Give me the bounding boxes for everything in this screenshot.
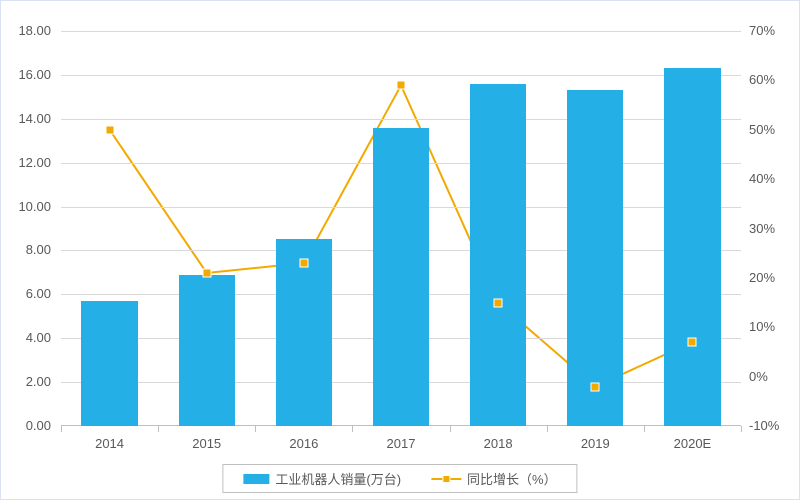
y-left-tick-label: 12.00 [1, 155, 51, 170]
gridline [61, 119, 741, 120]
line-marker [397, 81, 406, 90]
y-right-tick-label: 60% [749, 72, 775, 87]
legend-item-bars: 工业机器人销量(万台) [243, 469, 401, 488]
plot-area [61, 31, 741, 426]
bar [664, 68, 720, 426]
x-tick [158, 426, 159, 432]
x-tick-label: 2018 [484, 436, 513, 451]
legend-bar-swatch [243, 474, 269, 484]
y-right-tick-label: 30% [749, 221, 775, 236]
x-tick [61, 426, 62, 432]
line-marker [105, 125, 114, 134]
y-left-tick-label: 6.00 [1, 286, 51, 301]
line-marker [299, 259, 308, 268]
y-right-tick-label: 20% [749, 270, 775, 285]
y-left-tick-label: 14.00 [1, 111, 51, 126]
y-left-tick-label: 10.00 [1, 199, 51, 214]
x-tick-label: 2014 [95, 436, 124, 451]
chart-container: 工业机器人销量(万台) 同比增长（%） 0.00 2.00 4.00 6.00 8.00… [0, 0, 800, 500]
y-right-tick-label: 50% [749, 122, 775, 137]
line-marker [688, 338, 697, 347]
y-left-tick-label: 0.00 [1, 418, 51, 433]
legend-line-swatch [431, 473, 461, 485]
legend-line-marker-icon [442, 475, 450, 483]
bar [179, 275, 235, 426]
line-marker [202, 268, 211, 277]
gridline [61, 31, 741, 32]
legend-item-line: 同比增长（%） [431, 469, 557, 488]
bar [567, 90, 623, 426]
line-marker [494, 298, 503, 307]
bar [81, 301, 137, 426]
y-left-tick-label: 2.00 [1, 374, 51, 389]
y-right-tick-label: 10% [749, 319, 775, 334]
x-tick [644, 426, 645, 432]
legend-line-label: 同比增长（%） [467, 469, 557, 488]
x-tick [450, 426, 451, 432]
x-tick-label: 2019 [581, 436, 610, 451]
y-right-tick-label: 70% [749, 23, 775, 38]
y-left-tick-label: 16.00 [1, 67, 51, 82]
line-marker [591, 382, 600, 391]
x-tick [255, 426, 256, 432]
x-tick-label: 2020E [674, 436, 712, 451]
legend-bar-label: 工业机器人销量(万台) [275, 469, 401, 488]
y-right-tick-label: 0% [749, 369, 768, 384]
x-tick-label: 2016 [289, 436, 318, 451]
x-tick [547, 426, 548, 432]
y-left-tick-label: 4.00 [1, 330, 51, 345]
x-tick-label: 2015 [192, 436, 221, 451]
bar [373, 128, 429, 426]
x-tick-label: 2017 [387, 436, 416, 451]
y-left-tick-label: 8.00 [1, 242, 51, 257]
y-left-tick-label: 18.00 [1, 23, 51, 38]
x-tick [352, 426, 353, 432]
legend: 工业机器人销量(万台) 同比增长（%） [222, 464, 577, 493]
y-right-tick-label: -10% [749, 418, 779, 433]
gridline [61, 75, 741, 76]
y-right-tick-label: 40% [749, 171, 775, 186]
x-tick [741, 426, 742, 432]
bar [470, 84, 526, 426]
